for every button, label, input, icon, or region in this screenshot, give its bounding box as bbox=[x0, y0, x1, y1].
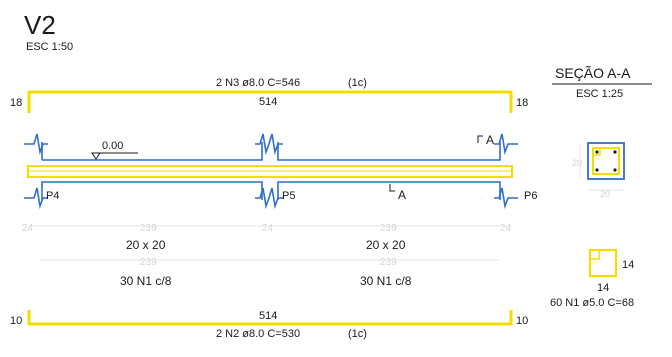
stirrup-detail-bottom: 14 bbox=[597, 282, 609, 294]
stirrup-detail-hook bbox=[590, 250, 600, 260]
support-p5: P5 bbox=[282, 190, 295, 202]
section-bar-bottom-left bbox=[595, 168, 599, 172]
span-length-2: 239 bbox=[380, 257, 397, 268]
support-width: 24 bbox=[500, 223, 512, 234]
top-hook-left: 18 bbox=[10, 97, 22, 109]
span-dimension-1: 239 bbox=[140, 223, 157, 234]
bottom-hook-right: 10 bbox=[516, 315, 528, 327]
column-break-p4-bottom bbox=[24, 187, 48, 210]
section-stirrup bbox=[592, 147, 620, 175]
top-bar-layers: (1c) bbox=[348, 77, 367, 89]
top-bar-length: 514 bbox=[259, 96, 277, 108]
beam-bottom-face-span-1 bbox=[41, 181, 263, 200]
beam-scale: ESC 1:50 bbox=[26, 41, 73, 53]
top-hook-right: 18 bbox=[516, 97, 528, 109]
span-length-1: 239 bbox=[140, 257, 157, 268]
section-cut-label-top: A bbox=[486, 133, 494, 147]
support-width: 24 bbox=[262, 223, 274, 234]
stirrup-detail-label: 60 N1 ø5.0 C=68 bbox=[550, 297, 634, 309]
beam-top-face-span-2 bbox=[277, 142, 501, 161]
beam-bottom-face-span-2 bbox=[277, 181, 501, 200]
bottom-bar-length: 514 bbox=[259, 310, 277, 322]
section-title: SEÇÃO A-A bbox=[555, 65, 631, 81]
section-concrete-outline bbox=[587, 142, 625, 180]
bottom-bar-layers: (1c) bbox=[348, 328, 367, 340]
support-p6: P6 bbox=[524, 190, 537, 202]
span-2-section: 20 x 20 bbox=[366, 238, 406, 252]
stirrup-detail-side: 14 bbox=[622, 259, 634, 271]
span-2-stirrups: 30 N1 c/8 bbox=[360, 274, 412, 288]
stirrup-detail-shape bbox=[588, 248, 618, 278]
bottom-reinforcement-bar bbox=[27, 310, 513, 326]
span-dimension-2: 239 bbox=[380, 223, 397, 234]
level-mark-triangle bbox=[91, 152, 101, 160]
faint-dimensions: 24 239 24 239 24 239 239 bbox=[22, 223, 512, 268]
span-1-stirrups: 30 N1 c/8 bbox=[120, 274, 172, 288]
section-cut-mark-top bbox=[477, 135, 483, 143]
section-width-dim: 20 bbox=[600, 189, 610, 199]
section-bar-top-right bbox=[613, 150, 617, 154]
column-break-p5-bottom-right bbox=[268, 187, 283, 210]
column-break-p4-top bbox=[24, 133, 48, 156]
section-cut-label-bottom: A bbox=[398, 188, 406, 202]
beam-top-face-span-1 bbox=[41, 142, 263, 161]
section-bar-top-left bbox=[595, 150, 599, 154]
bottom-hook-left: 10 bbox=[10, 315, 22, 327]
section-bar-bottom-right bbox=[613, 168, 617, 172]
section-height-dim: 20 bbox=[572, 158, 582, 168]
support-p4: P4 bbox=[46, 190, 59, 202]
level-mark-value: 0.00 bbox=[102, 140, 123, 152]
span-1-section: 20 x 20 bbox=[126, 238, 166, 252]
column-break-p5-top-right bbox=[268, 133, 283, 156]
column-break-p6-bottom bbox=[494, 187, 518, 210]
column-break-p5-top-left bbox=[255, 133, 270, 156]
top-bar-label: 2 N3 ø8.0 C=546 bbox=[216, 77, 300, 89]
column-break-p5-bottom-left bbox=[255, 187, 270, 210]
bottom-bar-label: 2 N2 ø8.0 C=530 bbox=[216, 328, 300, 340]
beam-title: V2 bbox=[24, 10, 56, 40]
section-cut-mark-bottom bbox=[389, 184, 395, 192]
beam-elevation bbox=[24, 133, 518, 210]
section-scale: ESC 1:25 bbox=[576, 88, 623, 100]
section-stirrup-hook bbox=[593, 148, 601, 156]
support-width: 24 bbox=[22, 223, 34, 234]
top-reinforcement-bar bbox=[27, 90, 513, 113]
column-break-p6-top bbox=[494, 133, 518, 156]
